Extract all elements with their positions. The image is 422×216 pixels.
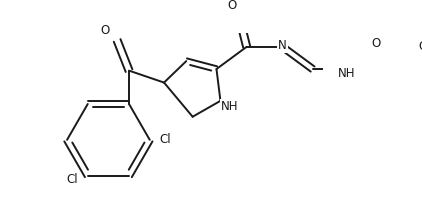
Text: Cl: Cl (67, 173, 78, 186)
Text: Cl: Cl (159, 133, 171, 146)
Text: NH: NH (338, 67, 356, 80)
Text: O: O (101, 24, 110, 37)
Text: CH₃: CH₃ (418, 40, 422, 53)
Text: N: N (278, 39, 287, 52)
Text: O: O (228, 0, 237, 12)
Text: NH: NH (221, 100, 239, 113)
Text: O: O (372, 37, 381, 50)
